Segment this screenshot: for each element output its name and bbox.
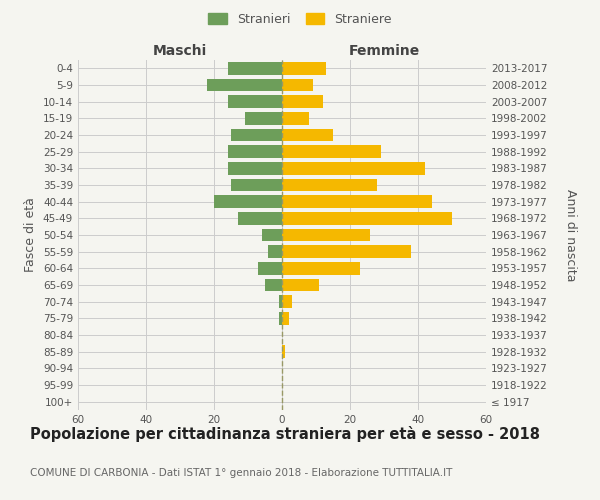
Bar	[282, 62, 326, 74]
Bar	[282, 129, 333, 141]
Bar	[282, 246, 411, 258]
Bar	[282, 112, 309, 124]
Bar	[282, 262, 360, 274]
Bar	[227, 62, 282, 74]
Y-axis label: Fasce di età: Fasce di età	[25, 198, 37, 272]
Bar	[227, 162, 282, 174]
Bar	[282, 196, 431, 208]
Y-axis label: Anni di nascita: Anni di nascita	[564, 188, 577, 281]
Bar	[282, 346, 286, 358]
Bar	[282, 279, 319, 291]
Bar	[278, 296, 282, 308]
Bar	[245, 112, 282, 124]
Bar	[265, 279, 282, 291]
Bar	[214, 196, 282, 208]
Text: COMUNE DI CARBONIA - Dati ISTAT 1° gennaio 2018 - Elaborazione TUTTITALIA.IT: COMUNE DI CARBONIA - Dati ISTAT 1° genna…	[30, 468, 452, 477]
Bar	[282, 229, 370, 241]
Bar	[238, 212, 282, 224]
Bar	[258, 262, 282, 274]
Bar	[231, 179, 282, 192]
Text: Popolazione per cittadinanza straniera per età e sesso - 2018: Popolazione per cittadinanza straniera p…	[30, 426, 540, 442]
Bar	[282, 96, 323, 108]
Bar	[282, 296, 292, 308]
Legend: Stranieri, Straniere: Stranieri, Straniere	[205, 9, 395, 29]
Bar	[278, 312, 282, 324]
Bar	[268, 246, 282, 258]
Bar	[282, 146, 380, 158]
Bar	[207, 79, 282, 92]
Text: Maschi: Maschi	[153, 44, 207, 58]
Bar	[282, 79, 313, 92]
Bar	[282, 162, 425, 174]
Bar	[282, 212, 452, 224]
Bar	[227, 96, 282, 108]
Bar	[227, 146, 282, 158]
Bar	[231, 129, 282, 141]
Bar	[262, 229, 282, 241]
Bar	[282, 179, 377, 192]
Bar	[282, 312, 289, 324]
Text: Femmine: Femmine	[349, 44, 419, 58]
